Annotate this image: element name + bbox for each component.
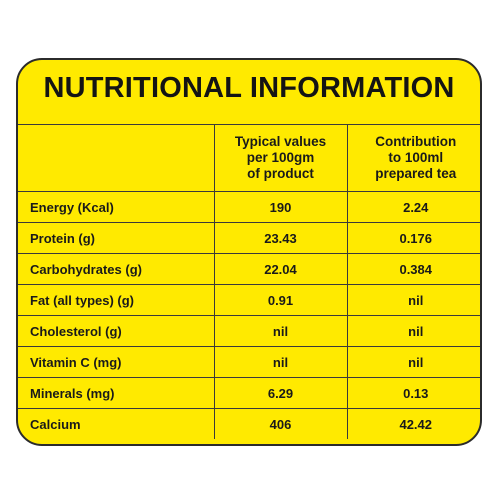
table-row: Fat (all types) (g) 0.91 nil xyxy=(18,284,480,316)
value-per-100gm: 190 xyxy=(213,191,348,223)
table-row: Vitamin C (mg) nil nil xyxy=(18,346,480,378)
value-per-100gm: 22.04 xyxy=(213,253,348,285)
header-per-100gm-line: per 100gm xyxy=(246,150,315,165)
value-per-100gm: 406 xyxy=(213,408,348,439)
value-per-100ml: 2.24 xyxy=(346,191,480,223)
table-row: Minerals (mg) 6.29 0.13 xyxy=(18,377,480,409)
nutrition-label: NUTRITIONAL INFORMATION Typical values p… xyxy=(16,58,482,446)
header-per-100gm: Typical values per 100gm of product xyxy=(213,124,348,192)
value-per-100ml: 0.176 xyxy=(346,222,480,254)
table-header-row: Typical values per 100gm of product Cont… xyxy=(18,124,480,192)
header-per-100ml-line: to 100ml xyxy=(388,150,444,165)
header-per-100ml-line: Contribution xyxy=(375,134,457,149)
value-per-100gm: nil xyxy=(213,315,348,347)
value-per-100ml: 0.13 xyxy=(346,377,480,409)
value-per-100ml: nil xyxy=(346,315,480,347)
table-row: Energy (Kcal) 190 2.24 xyxy=(18,191,480,223)
label-title: NUTRITIONAL INFORMATION xyxy=(43,72,455,104)
nutrient-name: Protein (g) xyxy=(18,222,215,254)
header-per-100ml-line: prepared tea xyxy=(375,166,457,181)
nutrient-name: Cholesterol (g) xyxy=(18,315,215,347)
nutrient-name: Minerals (mg) xyxy=(18,377,215,409)
nutrient-name: Calcium xyxy=(18,408,215,439)
header-nutrient-cell xyxy=(18,124,215,192)
table-row: Protein (g) 23.43 0.176 xyxy=(18,222,480,254)
nutrient-name: Fat (all types) (g) xyxy=(18,284,215,316)
value-per-100gm: 23.43 xyxy=(213,222,348,254)
table-row: Carbohydrates (g) 22.04 0.384 xyxy=(18,253,480,285)
nutrient-name: Energy (Kcal) xyxy=(18,191,215,223)
value-per-100ml: nil xyxy=(346,284,480,316)
value-per-100gm: nil xyxy=(213,346,348,378)
nutrition-table: Typical values per 100gm of product Cont… xyxy=(18,124,480,439)
table-row: Calcium 406 42.42 xyxy=(18,408,480,439)
value-per-100ml: nil xyxy=(346,346,480,378)
header-per-100gm-line: of product xyxy=(247,166,314,181)
table-row: Cholesterol (g) nil nil xyxy=(18,315,480,347)
nutrient-name: Carbohydrates (g) xyxy=(18,253,215,285)
value-per-100ml: 42.42 xyxy=(346,408,480,439)
header-per-100gm-line: Typical values xyxy=(234,134,327,149)
value-per-100ml: 0.384 xyxy=(346,253,480,285)
nutrient-name: Vitamin C (mg) xyxy=(18,346,215,378)
header-per-100ml: Contribution to 100ml prepared tea xyxy=(346,124,480,192)
value-per-100gm: 0.91 xyxy=(213,284,348,316)
value-per-100gm: 6.29 xyxy=(213,377,348,409)
